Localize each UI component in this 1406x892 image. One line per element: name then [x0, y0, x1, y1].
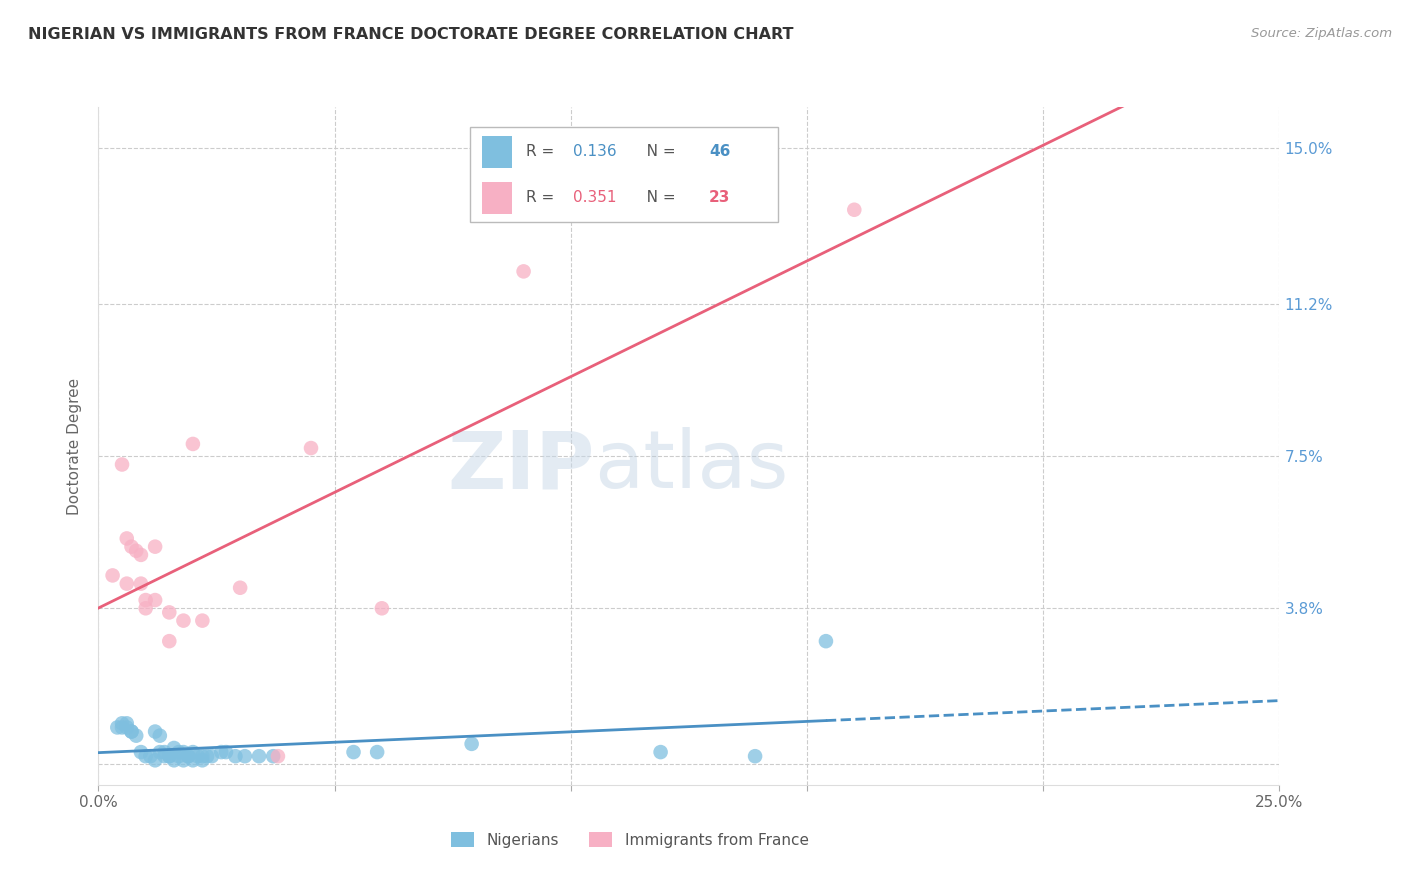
Point [139, 749, 162, 764]
FancyBboxPatch shape [471, 128, 778, 222]
Point [172, 753, 194, 767]
Point [153, 749, 176, 764]
Point [181, 437, 204, 451]
Point [143, 593, 166, 607]
Point [157, 749, 180, 764]
Point [143, 540, 166, 554]
Text: Source: ZipAtlas.com: Source: ZipAtlas.com [1251, 27, 1392, 40]
Point [650, 745, 672, 759]
Text: ZIP: ZIP [447, 427, 595, 506]
Point [125, 543, 148, 558]
Point [101, 568, 124, 582]
Point [195, 749, 218, 764]
Point [111, 458, 134, 472]
Point [157, 606, 180, 620]
Point [177, 749, 200, 764]
Y-axis label: Doctorate Degree: Doctorate Degree [67, 377, 83, 515]
Point [135, 601, 157, 615]
Point [844, 202, 866, 217]
Point [181, 745, 204, 759]
Point [181, 753, 204, 767]
Text: R =: R = [526, 145, 560, 160]
Point [135, 593, 157, 607]
Text: 46: 46 [709, 145, 730, 160]
Text: 0.136: 0.136 [574, 145, 617, 160]
Point [149, 729, 172, 743]
Point [157, 749, 180, 764]
Point [125, 729, 148, 743]
Point [129, 576, 152, 591]
Point [149, 745, 172, 759]
Point [172, 745, 194, 759]
Point [115, 721, 138, 735]
Text: NIGERIAN VS IMMIGRANTS FROM FRANCE DOCTORATE DEGREE CORRELATION CHART: NIGERIAN VS IMMIGRANTS FROM FRANCE DOCTO… [28, 27, 793, 42]
Text: R =: R = [526, 190, 560, 205]
Point [143, 724, 166, 739]
Point [233, 749, 256, 764]
Point [167, 749, 190, 764]
Point [371, 601, 394, 615]
Point [744, 749, 766, 764]
Point [115, 532, 138, 546]
Point [201, 749, 224, 764]
Point [111, 721, 134, 735]
Point [187, 749, 209, 764]
Point [167, 745, 190, 759]
Point [115, 576, 138, 591]
Text: N =: N = [633, 190, 681, 205]
Point [342, 745, 364, 759]
Point [299, 441, 322, 455]
Point [177, 749, 200, 764]
Point [105, 721, 128, 735]
Point [191, 749, 214, 764]
Point [157, 634, 180, 648]
Point [135, 749, 157, 764]
Point [163, 741, 186, 756]
Point [247, 749, 270, 764]
Point [209, 745, 232, 759]
Text: N =: N = [633, 145, 681, 160]
Text: 23: 23 [709, 190, 730, 205]
Legend: Nigerians, Immigrants from France: Nigerians, Immigrants from France [443, 824, 817, 855]
Point [512, 264, 534, 278]
Point [143, 753, 166, 767]
Point [153, 745, 176, 759]
Point [262, 749, 284, 764]
Point [191, 753, 214, 767]
FancyBboxPatch shape [482, 182, 512, 214]
Point [366, 745, 388, 759]
Point [460, 737, 482, 751]
Point [129, 548, 152, 562]
Point [121, 724, 143, 739]
Text: atlas: atlas [595, 427, 789, 506]
Point [111, 716, 134, 731]
Point [267, 749, 290, 764]
Point [121, 724, 143, 739]
Point [163, 753, 186, 767]
Point [814, 634, 837, 648]
Point [191, 614, 214, 628]
FancyBboxPatch shape [482, 136, 512, 168]
Point [172, 614, 194, 628]
Point [121, 540, 143, 554]
Point [129, 745, 152, 759]
Point [224, 749, 246, 764]
Point [215, 745, 238, 759]
Point [229, 581, 252, 595]
Point [115, 716, 138, 731]
Text: 0.351: 0.351 [574, 190, 617, 205]
